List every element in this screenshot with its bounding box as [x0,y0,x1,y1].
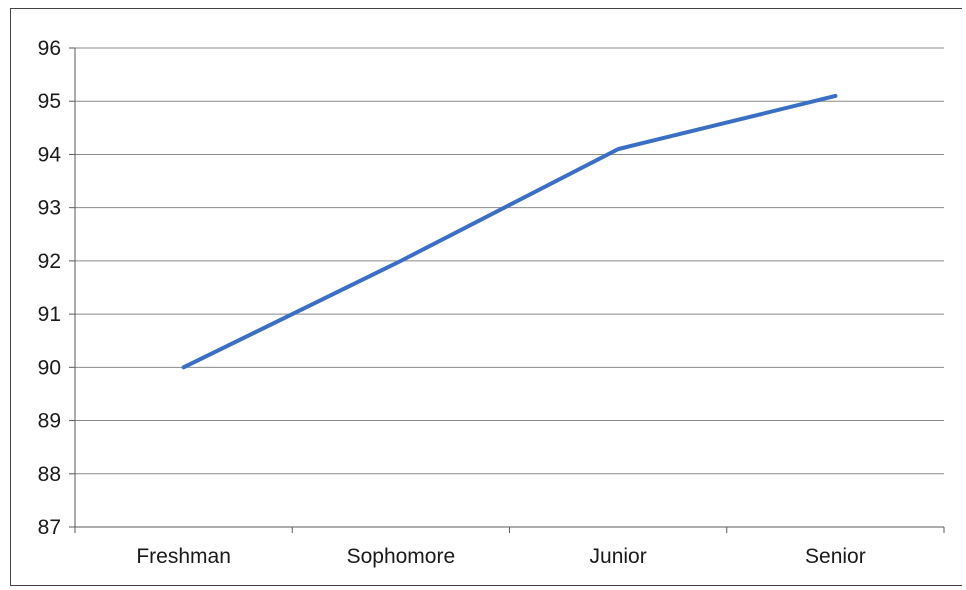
x-tick-label-junior: Junior [590,545,647,568]
series-layer [181,93,838,370]
y-axis-tick-labels: 87 88 89 90 91 92 93 94 95 96 [38,37,62,539]
y-tick-label-94: 94 [38,143,62,166]
y-tick-label-91: 91 [38,303,61,326]
x-tick-label-freshman: Freshman [136,545,231,568]
y-tick-label-89: 89 [38,410,61,433]
x-tick-label-senior: Senior [805,545,866,568]
y-tick-label-96: 96 [38,37,61,60]
y-tick-label-92: 92 [38,250,61,273]
gridlines [75,47,944,475]
y-tick-label-95: 95 [38,90,61,113]
series-line-0 [181,93,838,370]
y-tick-label-90: 90 [38,356,61,379]
axes [69,47,945,533]
y-tick-label-88: 88 [38,463,61,486]
x-tick-label-sophomore: Sophomore [347,545,456,568]
y-tick-label-93: 93 [38,197,61,220]
y-tick-label-87: 87 [38,516,61,539]
x-axis-tick-labels: Freshman Sophomore Junior Senior [136,545,865,568]
